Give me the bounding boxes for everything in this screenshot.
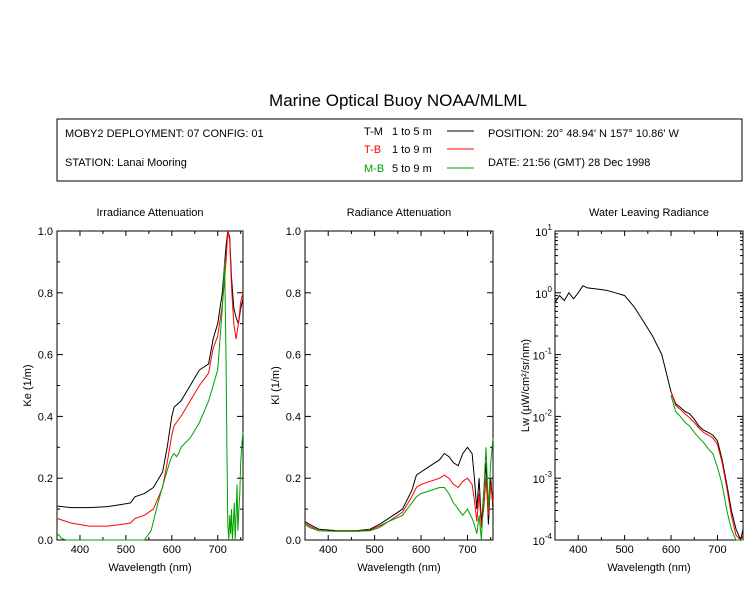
y-tick-label: 0.6 <box>286 350 301 362</box>
y-tick-label: 0.0 <box>38 535 53 547</box>
chart-title: Radiance Attenuation <box>347 207 452 219</box>
plot-frame <box>304 230 494 541</box>
deployment-text: MOBY2 DEPLOYMENT: 07 CONFIG: 01 <box>65 128 264 140</box>
y-tick-label: 101 <box>535 223 552 239</box>
y-tick-label: 10-2 <box>533 408 553 424</box>
x-tick-label: 600 <box>412 544 430 556</box>
legend-range-1: 1 to 9 m <box>392 144 432 156</box>
y-axis-label: Lw (µW/cm²/sr/nm) <box>520 339 532 432</box>
series-line-m-b <box>304 437 494 541</box>
y-tick-label: 0.0 <box>286 535 301 547</box>
y-axis-label: Ke (1/m) <box>22 364 34 406</box>
plot-frame <box>554 230 744 541</box>
legend: T-M 1 to 5 m T-B 1 to 9 m M-B 5 to 9 m <box>364 126 474 175</box>
legend-code-2: M-B <box>364 163 384 175</box>
y-tick-label: 10-3 <box>533 470 553 486</box>
series-line-t-m <box>56 230 244 509</box>
plot-frame <box>56 230 244 541</box>
y-tick-label: 0.4 <box>286 411 301 423</box>
x-tick-label: 600 <box>662 544 680 556</box>
legend-range-2: 5 to 9 m <box>392 163 432 175</box>
chart-panel-2: Water Leaving Radiance 400 500 600 700 101 100… <box>520 207 744 574</box>
series-line-m-b <box>670 395 743 541</box>
y-tick-label: 0.2 <box>286 473 301 485</box>
x-tick-label: 500 <box>615 544 633 556</box>
series-line-t-m <box>304 446 494 532</box>
charts: Irradiance Attenuation 400 500 600 700 0.0 0.2… <box>22 207 744 574</box>
y-tick-label: 0.6 <box>38 350 53 362</box>
y-tick-label: 1.0 <box>38 226 53 238</box>
x-tick-label: 400 <box>71 544 89 556</box>
y-tick-label: 0.8 <box>38 288 53 300</box>
position-text: POSITION: 20° 48.94' N 157° 10.86' W <box>488 128 680 140</box>
y-axis-label: Kl (1/m) <box>270 366 282 405</box>
x-axis-label: Wavelength (nm) <box>607 562 690 574</box>
legend-code-1: T-B <box>364 144 381 156</box>
x-tick-label: 400 <box>569 544 587 556</box>
figure-title: Marine Optical Buoy NOAA/MLML <box>269 91 527 110</box>
chart-panel-1: Radiance Attenuation 400 500 600 700 0.0 0.2 0.… <box>270 207 494 574</box>
chart-panel-0: Irradiance Attenuation 400 500 600 700 0.0 0.2… <box>22 207 244 574</box>
x-tick-label: 500 <box>117 544 135 556</box>
legend-range-0: 1 to 5 m <box>392 126 432 138</box>
y-tick-label: 0.2 <box>38 473 53 485</box>
y-tick-label: 1.0 <box>286 226 301 238</box>
chart-title: Irradiance Attenuation <box>96 207 203 219</box>
y-tick-label: 100 <box>535 285 552 301</box>
y-tick-label: 0.8 <box>286 288 301 300</box>
x-tick-label: 700 <box>708 544 726 556</box>
x-tick-label: 700 <box>209 544 227 556</box>
y-tick-label: 10-4 <box>533 532 553 548</box>
legend-code-0: T-M <box>364 126 383 138</box>
x-axis-label: Wavelength (nm) <box>108 562 191 574</box>
series-line-m-b <box>56 261 244 541</box>
x-tick-label: 400 <box>319 544 337 556</box>
station-text: STATION: Lanai Mooring <box>65 157 187 169</box>
info-box <box>56 118 743 182</box>
series-line-t-m <box>554 285 744 542</box>
x-tick-label: 600 <box>163 544 181 556</box>
chart-title: Water Leaving Radiance <box>589 207 709 219</box>
x-axis-label: Wavelength (nm) <box>357 562 440 574</box>
y-tick-label: 10-1 <box>533 347 553 363</box>
series-line-t-b <box>56 230 244 527</box>
series-line-t-b <box>304 474 494 532</box>
x-tick-label: 500 <box>365 544 383 556</box>
date-text: DATE: 21:56 (GMT) 28 Dec 1998 <box>488 157 650 169</box>
x-tick-label: 700 <box>458 544 476 556</box>
y-tick-label: 0.4 <box>38 411 53 423</box>
series-line-t-b <box>670 391 744 541</box>
